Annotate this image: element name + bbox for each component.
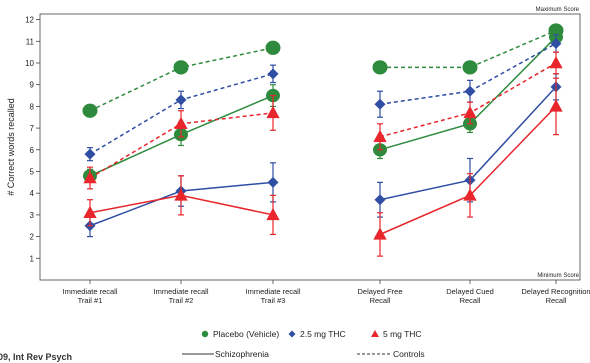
plot-frame [39, 13, 581, 281]
diamond-marker [267, 176, 279, 188]
legend-triangle-icon [371, 330, 379, 337]
diamond-marker [175, 94, 187, 106]
circle-marker [462, 60, 478, 75]
legend-circle-icon [201, 330, 209, 338]
x-tick-label: Delayed Free Recall [357, 287, 402, 305]
y-tick-label: 10 [25, 59, 34, 68]
triangle-marker [463, 105, 477, 119]
diamond-marker [464, 85, 476, 97]
triangle-marker [266, 207, 280, 221]
y-tick-label: 7 [30, 124, 35, 133]
triangle-marker [83, 171, 97, 184]
x-tick-label: Immediate recall Trail #1 [62, 287, 117, 305]
triangle-marker [83, 205, 97, 218]
x-tick-label: Delayed Cued Recall [446, 287, 494, 305]
triangle-marker [549, 56, 563, 69]
y-axis-label: # Correct words recalled [6, 98, 16, 196]
circle-marker [548, 23, 564, 38]
diamond-marker [84, 148, 96, 160]
triangle-marker [549, 99, 563, 112]
y-tick-label: 1 [30, 254, 35, 263]
y-tick-label: 4 [30, 189, 35, 198]
triangle-marker [463, 188, 477, 201]
series-schizophrenia-diamond [84, 73, 562, 238]
y-tick-label: 5 [30, 168, 35, 177]
x-tick-label: Immediate recall Trail #3 [245, 287, 300, 305]
x-axis-categories: Immediate recall Trail #1 Immediate recall… [62, 280, 590, 305]
y-tick-label: 11 [26, 37, 35, 46]
maximum-score-label: Maximum Score [536, 7, 580, 13]
triangle-marker [266, 105, 280, 119]
triangle-marker [373, 227, 387, 240]
triangle-marker [373, 129, 387, 143]
legend-label: Placebo (Vehicle) [213, 329, 279, 339]
series-line [379, 42, 557, 105]
series-controls-diamond [84, 34, 562, 162]
series-schizophrenia-circle [83, 29, 563, 183]
series-controls-triangle [83, 51, 563, 190]
legend: Placebo (Vehicle) 2.5 mg THC 5 mg THC Schiz… [182, 329, 425, 359]
triangle-marker [174, 188, 188, 201]
y-tick-label: 9 [30, 81, 35, 90]
legend-line-label: Controls [393, 349, 425, 359]
y-tick-label: 6 [30, 146, 35, 155]
y-tick-label: 8 [30, 102, 35, 111]
x-tick-label: Immediate recall Trail #2 [153, 287, 208, 305]
series-line [380, 29, 557, 69]
circle-marker [372, 60, 388, 75]
minimum-score-label: Minimum Score [537, 273, 579, 279]
diamond-marker [374, 194, 386, 206]
series-controls-circle [82, 23, 564, 118]
diamond-marker [550, 37, 562, 49]
source-citation: 09, Int Rev Psych [0, 352, 72, 362]
y-tick-label: 12 [25, 16, 34, 25]
diamond-marker [267, 68, 279, 80]
y-tick-label: 2 [30, 233, 35, 242]
legend-label: 2.5 mg THC [300, 329, 346, 339]
legend-line-label: Schizophrenia [215, 349, 269, 359]
legend-label: 5 mg THC [383, 329, 422, 339]
x-tick-label: Delayed Recognition Recall [521, 287, 590, 305]
series-schizophrenia-triangle [83, 77, 563, 257]
series-layer [82, 23, 564, 257]
diamond-marker [374, 98, 386, 110]
legend-diamond-icon [288, 330, 296, 338]
triangle-marker [174, 116, 188, 130]
y-tick-label: 3 [30, 211, 35, 220]
circle-marker [173, 60, 189, 75]
circle-marker [82, 103, 98, 118]
circle-marker [265, 40, 281, 55]
